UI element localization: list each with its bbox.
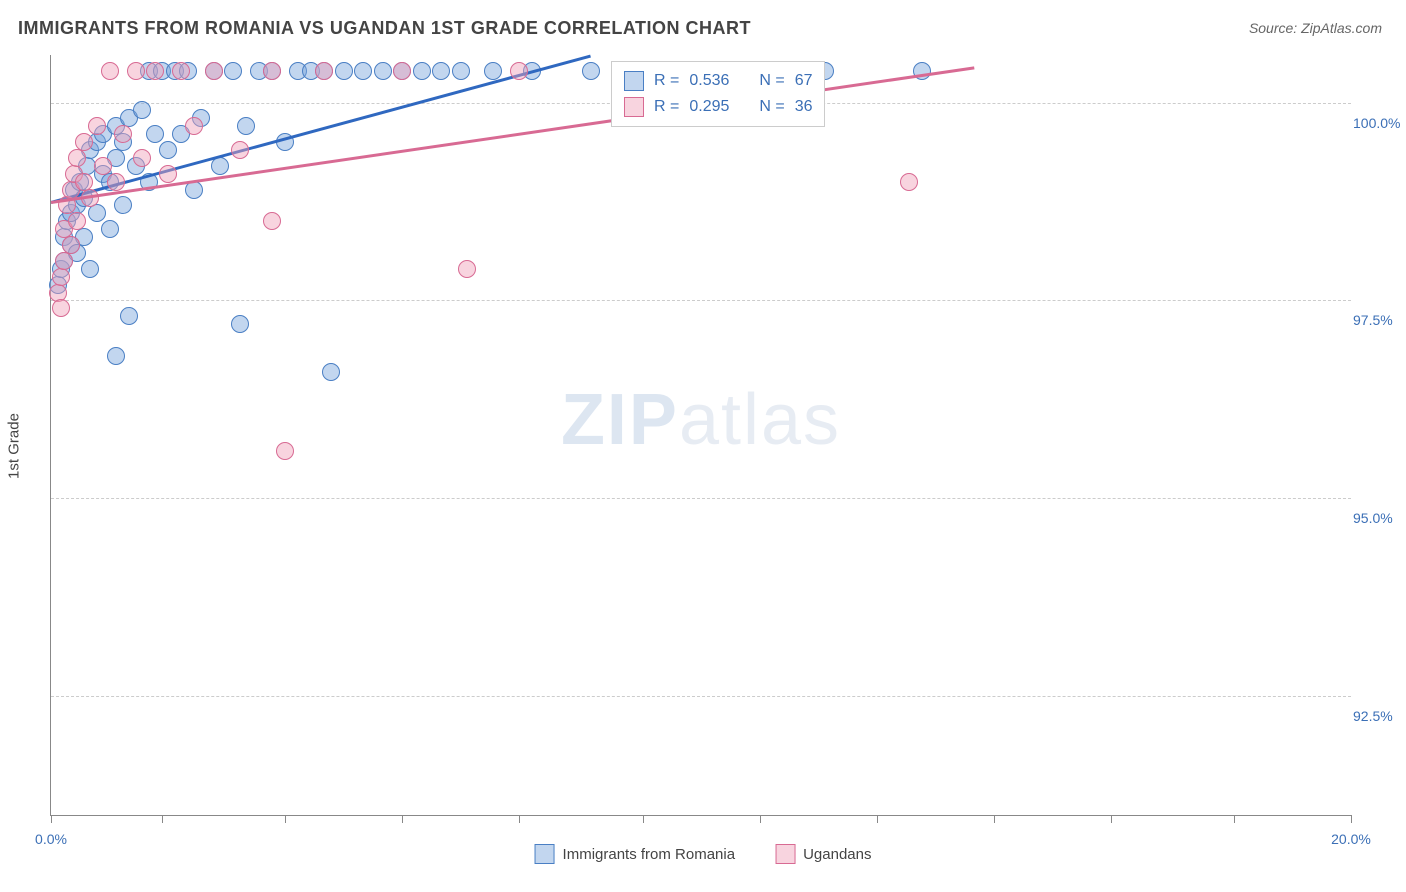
data-point	[582, 62, 600, 80]
data-point	[263, 212, 281, 230]
data-point	[205, 62, 223, 80]
y-tick-label: 100.0%	[1353, 115, 1401, 131]
data-point	[432, 62, 450, 80]
data-point	[172, 62, 190, 80]
x-tick	[994, 815, 995, 823]
data-point	[133, 149, 151, 167]
data-point	[393, 62, 411, 80]
data-point	[211, 157, 229, 175]
legend-n-label: N =	[759, 94, 784, 120]
data-point	[231, 315, 249, 333]
data-point	[224, 62, 242, 80]
data-point	[231, 141, 249, 159]
correlation-legend: R = 0.536 N = 67 R = 0.295 N = 36	[611, 61, 825, 127]
legend-swatch	[624, 97, 644, 117]
x-tick	[1111, 815, 1112, 823]
data-point	[75, 133, 93, 151]
data-point	[107, 347, 125, 365]
bottom-legend-item: Ugandans	[775, 844, 871, 864]
data-point	[68, 149, 86, 167]
x-tick	[519, 815, 520, 823]
data-point	[335, 62, 353, 80]
x-tick	[51, 815, 52, 823]
legend-r-label: R =	[654, 68, 679, 94]
bottom-legend-label: Ugandans	[803, 846, 871, 863]
data-point	[101, 62, 119, 80]
data-point	[322, 363, 340, 381]
data-point	[458, 260, 476, 278]
bottom-legend-label: Immigrants from Romania	[563, 846, 736, 863]
legend-n-value: 67	[795, 68, 813, 94]
gridline	[51, 498, 1351, 499]
legend-n-label: N =	[759, 68, 784, 94]
x-tick	[1351, 815, 1352, 823]
x-tick-label: 20.0%	[1331, 831, 1371, 847]
legend-swatch	[775, 844, 795, 864]
data-point	[315, 62, 333, 80]
data-point	[81, 260, 99, 278]
data-point	[263, 62, 281, 80]
data-point	[114, 125, 132, 143]
legend-r-value: 0.536	[689, 68, 749, 94]
data-point	[107, 173, 125, 191]
data-point	[101, 220, 119, 238]
watermark-rest: atlas	[679, 380, 841, 460]
gridline	[51, 300, 1351, 301]
x-tick	[760, 815, 761, 823]
data-point	[88, 204, 106, 222]
x-tick	[402, 815, 403, 823]
data-point	[159, 165, 177, 183]
y-tick-label: 97.5%	[1353, 312, 1401, 328]
y-tick-label: 95.0%	[1353, 510, 1401, 526]
legend-r-value: 0.295	[689, 94, 749, 120]
data-point	[276, 442, 294, 460]
data-point	[146, 125, 164, 143]
plot-area: ZIPatlas 92.5%95.0%97.5%100.0%0.0%20.0%R…	[50, 55, 1351, 816]
legend-swatch	[624, 71, 644, 91]
data-point	[127, 62, 145, 80]
data-point	[237, 117, 255, 135]
data-point	[510, 62, 528, 80]
x-tick	[1234, 815, 1235, 823]
legend-n-value: 36	[795, 94, 813, 120]
bottom-legend: Immigrants from Romania Ugandans	[535, 844, 872, 864]
data-point	[484, 62, 502, 80]
legend-r-label: R =	[654, 94, 679, 120]
data-point	[114, 196, 132, 214]
data-point	[88, 117, 106, 135]
watermark-bold: ZIP	[561, 380, 679, 460]
x-tick	[877, 815, 878, 823]
y-axis-label: 1st Grade	[6, 413, 23, 479]
chart-title: IMMIGRANTS FROM ROMANIA VS UGANDAN 1ST G…	[18, 18, 751, 39]
bottom-legend-item: Immigrants from Romania	[535, 844, 736, 864]
x-tick	[162, 815, 163, 823]
data-point	[68, 212, 86, 230]
data-point	[133, 101, 151, 119]
chart-container: IMMIGRANTS FROM ROMANIA VS UGANDAN 1ST G…	[0, 0, 1406, 892]
data-point	[146, 62, 164, 80]
x-tick	[285, 815, 286, 823]
y-tick-label: 92.5%	[1353, 708, 1401, 724]
data-point	[354, 62, 372, 80]
legend-swatch	[535, 844, 555, 864]
gridline	[51, 696, 1351, 697]
watermark: ZIPatlas	[561, 379, 841, 461]
legend-row: R = 0.295 N = 36	[624, 94, 812, 120]
data-point	[94, 157, 112, 175]
data-point	[55, 252, 73, 270]
data-point	[62, 236, 80, 254]
data-point	[452, 62, 470, 80]
data-point	[52, 299, 70, 317]
data-point	[185, 117, 203, 135]
data-point	[52, 268, 70, 286]
data-point	[159, 141, 177, 159]
legend-row: R = 0.536 N = 67	[624, 68, 812, 94]
source-attribution: Source: ZipAtlas.com	[1249, 20, 1382, 36]
x-tick	[643, 815, 644, 823]
data-point	[374, 62, 392, 80]
x-tick-label: 0.0%	[35, 831, 67, 847]
data-point	[413, 62, 431, 80]
data-point	[900, 173, 918, 191]
data-point	[120, 307, 138, 325]
